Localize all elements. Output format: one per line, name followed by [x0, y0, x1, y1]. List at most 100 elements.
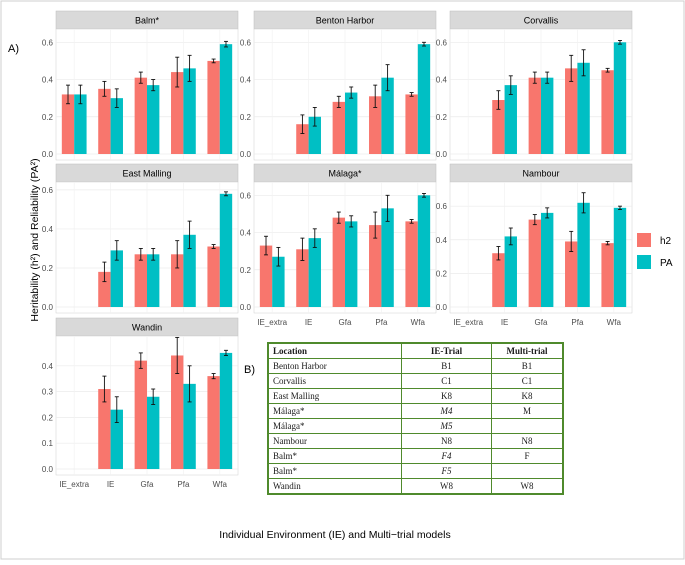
cell-ie-trial: M4	[401, 403, 492, 419]
column-header-multi-trial: Multi-trial	[491, 342, 564, 359]
y-tick-label: 0.3	[42, 388, 54, 397]
bar-h2-ie_extra	[259, 245, 273, 307]
y-tick-label: 0.2	[42, 264, 54, 273]
x-tick-label: Pfa	[177, 480, 190, 489]
cell-location: Corvallis	[267, 373, 402, 389]
bar-h2-wfa	[405, 221, 418, 307]
trial-table: Location IE-Trial Multi-trial Benton Har…	[267, 342, 564, 495]
bar-h2-ie	[492, 100, 505, 154]
x-tick-label: IE_extra	[257, 318, 287, 327]
table-body: Benton Harbor B1 B1 Corvallis C1 C1 East Malli…	[267, 358, 564, 495]
table-row: Málaga* M4 M	[267, 403, 564, 419]
bar-PA-pfa	[381, 208, 394, 307]
facet-m-laga: Málaga* 0.0 0.2 0.4 0.6 IE_extra IE Gfa Pfa Wfa	[240, 163, 437, 327]
facet-east-malling: East Malling 0.0 0.2 0.4 0.6	[42, 163, 239, 314]
facet-title: Balm*	[135, 16, 160, 26]
bar-h2-gfa	[134, 360, 147, 469]
facet-corvallis: Corvallis 0.0 0.2 0.4 0.6	[436, 10, 633, 161]
cell-location: Wandin	[267, 478, 402, 495]
y-tick-label: 0.2	[240, 266, 252, 275]
y-tick-label: 0.6	[436, 202, 448, 211]
bar-PA-wfa	[613, 207, 627, 307]
bar-PA-gfa	[147, 85, 160, 154]
y-tick-label: 0.6	[240, 38, 252, 47]
y-tick-label: 0.4	[240, 76, 252, 85]
cell-multi-trial	[491, 418, 564, 434]
y-tick-label: 0.2	[436, 269, 448, 278]
cell-multi-trial: C1	[491, 373, 564, 389]
y-tick-label: 0.6	[42, 186, 54, 195]
x-tick-label: Wfa	[607, 318, 622, 327]
x-tick-label: Gfa	[339, 318, 352, 327]
y-tick-label: 0.0	[240, 150, 252, 159]
y-tick-label: 0.2	[240, 113, 252, 122]
y-tick-label: 0.0	[436, 303, 448, 312]
y-tick-label: 0.0	[436, 150, 448, 159]
facet-title: Corvallis	[524, 16, 559, 26]
cell-ie-trial: K8	[401, 388, 492, 404]
bar-h2-wfa	[207, 60, 220, 154]
bar-h2-ie	[98, 88, 111, 154]
facet-nambour: Nambour 0.0 0.2 0.4 0.6 IE_extra IE Gfa Pfa Wfa	[436, 163, 633, 327]
bar-PA-wfa	[219, 193, 233, 307]
legend-swatch-PA	[637, 255, 651, 269]
x-tick-label: Pfa	[375, 318, 388, 327]
bar-PA-pfa	[577, 202, 590, 307]
bar-PA-wfa	[417, 195, 431, 307]
x-tick-label: Wfa	[411, 318, 426, 327]
y-tick-label: 0.4	[436, 76, 448, 85]
legend-label-h2: h2	[660, 236, 672, 247]
bar-h2-wfa	[207, 376, 220, 469]
table-row: Benton Harbor B1 B1	[267, 358, 564, 374]
bar-PA-gfa	[345, 221, 358, 307]
cell-multi-trial: W8	[491, 478, 564, 495]
bar-PA-ie	[110, 98, 123, 154]
bar-h2-wfa	[207, 246, 220, 307]
cell-multi-trial: N8	[491, 433, 564, 449]
bar-h2-pfa	[369, 225, 382, 307]
bar-PA-wfa	[219, 44, 233, 154]
y-tick-label: 0.2	[42, 113, 54, 122]
bar-h2-wfa	[405, 94, 418, 154]
x-tick-label: Pfa	[571, 318, 584, 327]
bar-h2-ie	[296, 124, 309, 154]
y-tick-label: 0.1	[42, 439, 54, 448]
bar-h2-wfa	[601, 243, 614, 307]
cell-location: East Malling	[267, 388, 402, 404]
x-tick-label: IE	[501, 318, 509, 327]
cell-location: Málaga*	[267, 403, 402, 419]
bar-h2-pfa	[171, 72, 184, 154]
y-tick-label: 0.6	[42, 38, 54, 47]
y-tick-label: 0.2	[436, 113, 448, 122]
x-axis-label: Individual Environment (IE) and Multi−tr…	[219, 529, 450, 541]
table-row: Nambour N8 N8	[267, 433, 564, 449]
facet-title: Málaga*	[328, 169, 362, 179]
bar-PA-ie	[308, 238, 321, 307]
bar-PA-gfa	[147, 396, 160, 469]
bar-h2-gfa	[134, 77, 147, 154]
cell-location: Benton Harbor	[267, 358, 402, 374]
bar-h2-ie	[492, 253, 505, 307]
panel-label-a: A)	[8, 43, 19, 55]
bar-h2-gfa	[332, 101, 345, 154]
facet-title: Wandin	[132, 323, 162, 333]
bar-h2-gfa	[528, 219, 541, 307]
y-tick-label: 0.4	[42, 362, 54, 371]
bar-h2-pfa	[171, 254, 184, 307]
bar-PA-ie_extra	[272, 256, 285, 307]
table-row: Balm* F4 F	[267, 448, 564, 464]
bar-h2-gfa	[332, 217, 345, 307]
bar-h2-wfa	[601, 70, 614, 154]
bar-PA-pfa	[381, 77, 394, 154]
bar-PA-pfa	[183, 383, 196, 469]
bar-h2-gfa	[134, 254, 147, 307]
panel-label-b: B)	[244, 364, 255, 376]
y-tick-label: 0.0	[42, 150, 54, 159]
cell-ie-trial: F5	[401, 463, 492, 479]
bar-PA-gfa	[345, 92, 358, 154]
x-tick-label: Wfa	[213, 480, 228, 489]
y-tick-label: 0.2	[42, 413, 54, 422]
y-tick-label: 0.6	[436, 38, 448, 47]
bar-PA-pfa	[183, 68, 196, 154]
bar-PA-gfa	[541, 77, 554, 154]
